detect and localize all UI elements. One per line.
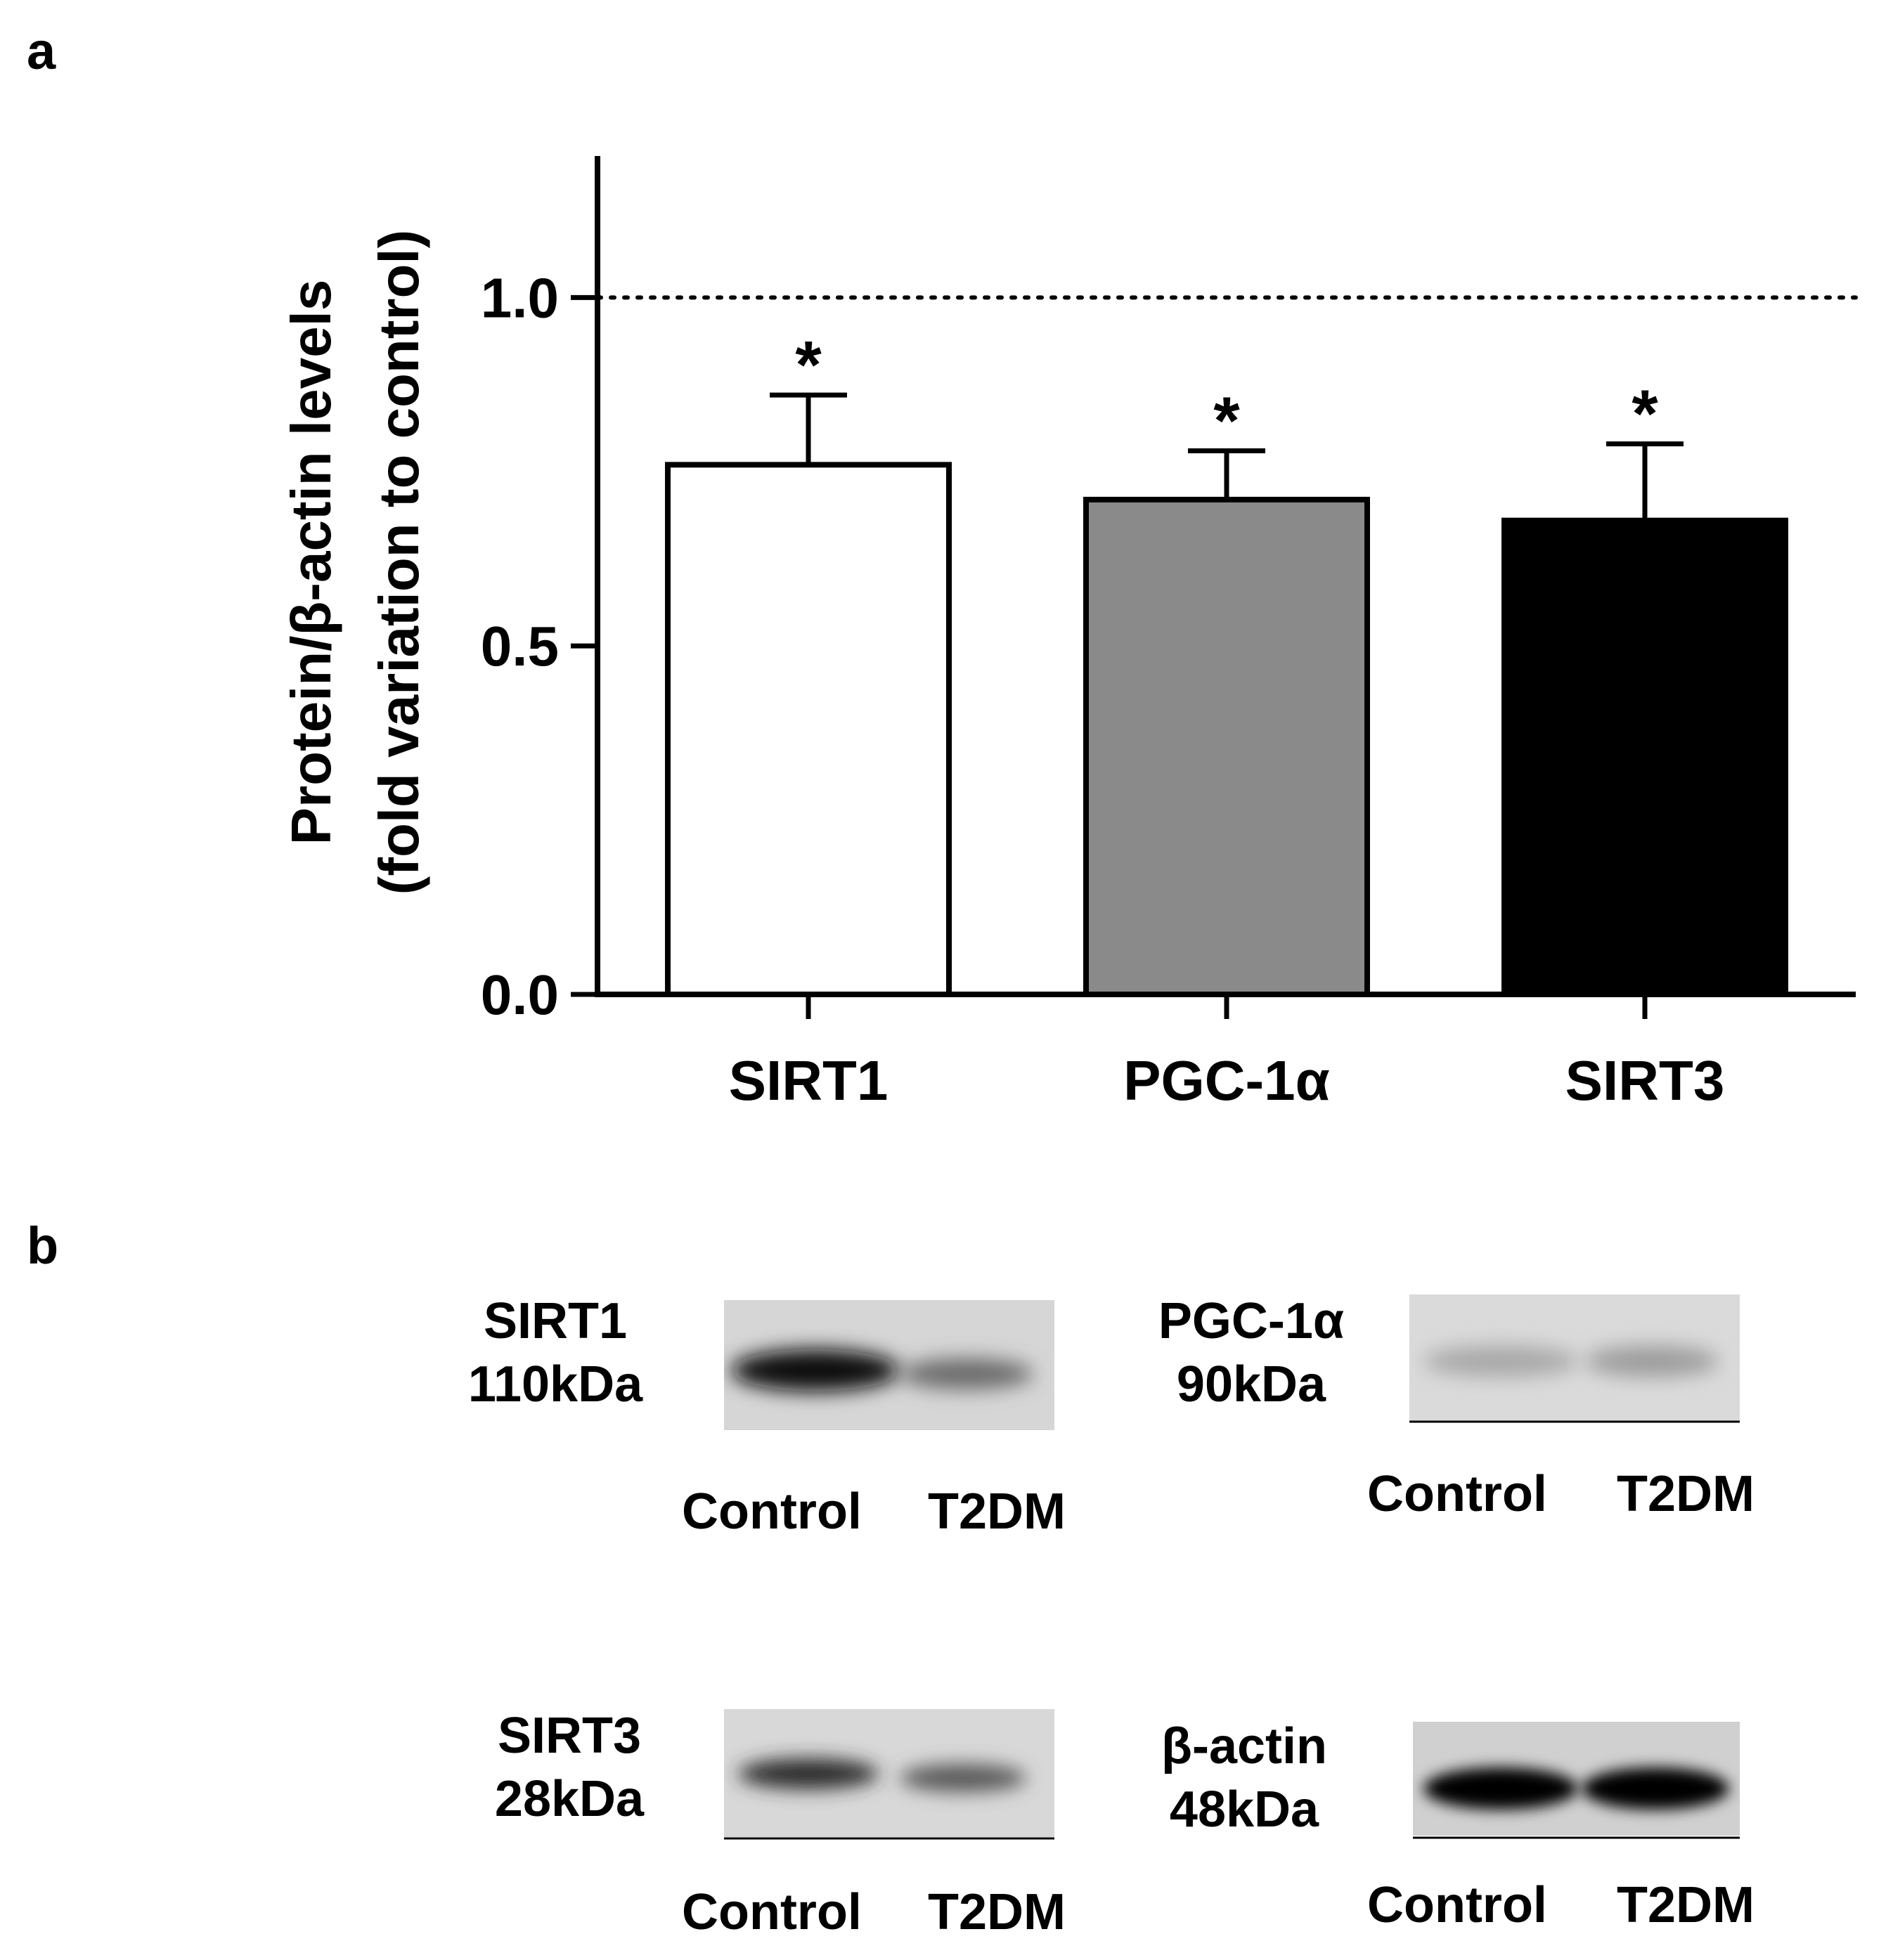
blot-sirt1-title: SIRT1 110kDa (450, 1290, 661, 1416)
blot-sirt3-image (724, 1709, 1054, 1840)
blot-sirt3-size: 28kDa (494, 1771, 645, 1827)
x-tick-label-1: SIRT1 (729, 1049, 889, 1112)
x-tick-label-3: SIRT3 (1565, 1049, 1725, 1112)
blot-actin-lane-control: Control (1367, 1877, 1547, 1933)
significance-marker-3: * (1632, 377, 1658, 452)
significance-marker-2: * (1213, 384, 1240, 459)
blot-actin-protein: β-actin (1161, 1718, 1327, 1774)
y-tick-label-2: 0.5 (481, 615, 559, 677)
blot-pgc1a-size: 90kDa (1176, 1356, 1326, 1413)
blot-sirt1-image (724, 1300, 1054, 1430)
blot-actin-title: β-actin 48kDa (1125, 1715, 1364, 1841)
blot-actin-size: 48kDa (1169, 1781, 1319, 1838)
blot-actin-image (1413, 1722, 1740, 1839)
bar-2 (1083, 496, 1370, 997)
blot-pgc1a-lane-t2dm: T2DM (1617, 1466, 1755, 1522)
blot-actin-lane-t2dm: T2DM (1617, 1877, 1755, 1933)
bar-1 (665, 462, 952, 997)
y-tick-label-3: 1.0 (481, 266, 559, 329)
blot-sirt3-lane-control: Control (682, 1884, 862, 1940)
panel-b-label: b (27, 1216, 59, 1275)
bar-chart: * SIRT1 * PGC-1α * SIRT3 0.0 0.5 1.0 Protein/β-ac… (280, 156, 1858, 1112)
blot-sirt1-protein: SIRT1 (483, 1293, 628, 1349)
significance-marker-1: * (795, 327, 822, 403)
blot-pgc1a-title: PGC-1α 90kDa (1125, 1290, 1378, 1416)
blot-pgc1a-image (1409, 1294, 1740, 1423)
panel-a-label: a (27, 22, 56, 80)
blot-sirt3-protein: SIRT3 (497, 1708, 642, 1764)
blot-pgc1a-lane-control: Control (1367, 1466, 1547, 1522)
blot-pgc1a-protein: PGC-1α (1158, 1293, 1345, 1349)
blot-sirt3-title: SIRT3 28kDa (464, 1704, 675, 1831)
blot-sirt1-size: 110kDa (467, 1356, 643, 1413)
y-tick-label-1: 0.0 (481, 963, 559, 1026)
blot-sirt3-lane-t2dm: T2DM (928, 1884, 1066, 1940)
y-axis-label-line2: (fold variation to control) (368, 230, 430, 895)
x-tick-label-2: PGC-1α (1123, 1049, 1330, 1112)
blot-sirt1-lane-control: Control (682, 1484, 862, 1540)
blot-sirt1-lane-t2dm: T2DM (928, 1484, 1066, 1540)
bar-3 (1501, 517, 1788, 997)
y-axis-label-line1: Protein/β-actin levels (280, 280, 342, 845)
